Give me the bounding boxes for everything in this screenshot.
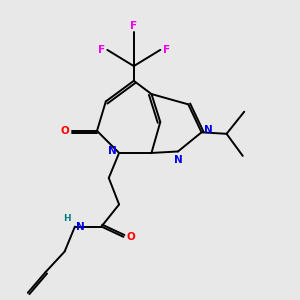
Text: N: N (108, 146, 117, 157)
Text: N: N (204, 125, 213, 135)
Text: N: N (76, 222, 84, 232)
Text: F: F (163, 45, 170, 55)
Text: H: H (63, 214, 70, 223)
Text: N: N (174, 155, 182, 165)
Text: O: O (126, 232, 135, 242)
Text: F: F (98, 45, 105, 55)
Text: F: F (130, 21, 137, 31)
Text: O: O (60, 126, 69, 136)
